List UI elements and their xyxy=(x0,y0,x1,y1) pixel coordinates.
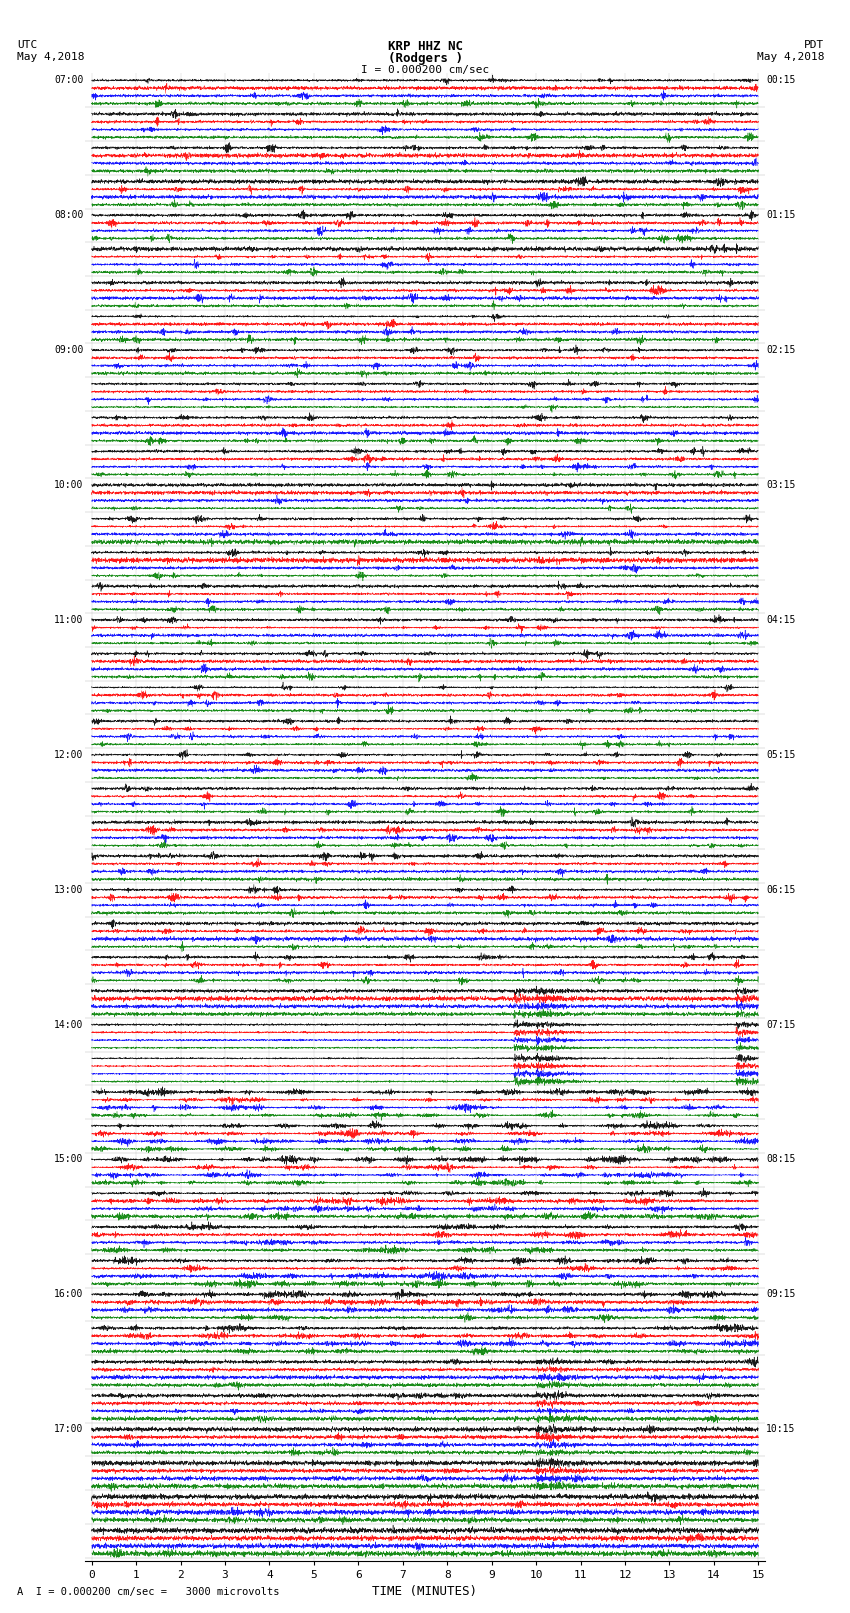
Text: 05:15: 05:15 xyxy=(767,750,796,760)
Text: 08:15: 08:15 xyxy=(767,1155,796,1165)
Text: 13:00: 13:00 xyxy=(54,884,83,895)
Text: 07:00: 07:00 xyxy=(54,76,83,85)
Text: 10:15: 10:15 xyxy=(767,1424,796,1434)
Text: 09:00: 09:00 xyxy=(54,345,83,355)
Text: 14:00: 14:00 xyxy=(54,1019,83,1029)
Text: (Rodgers ): (Rodgers ) xyxy=(388,52,462,65)
Text: 16:00: 16:00 xyxy=(54,1289,83,1300)
Text: 15:00: 15:00 xyxy=(54,1155,83,1165)
Text: 03:15: 03:15 xyxy=(767,481,796,490)
Text: 10:00: 10:00 xyxy=(54,481,83,490)
Text: 02:15: 02:15 xyxy=(767,345,796,355)
Text: 06:15: 06:15 xyxy=(767,884,796,895)
X-axis label: TIME (MINUTES): TIME (MINUTES) xyxy=(372,1584,478,1597)
Text: 01:15: 01:15 xyxy=(767,210,796,221)
Text: I = 0.000200 cm/sec: I = 0.000200 cm/sec xyxy=(361,65,489,74)
Text: 04:15: 04:15 xyxy=(767,615,796,624)
Text: PDT: PDT xyxy=(804,40,824,50)
Text: 12:00: 12:00 xyxy=(54,750,83,760)
Text: May 4,2018: May 4,2018 xyxy=(757,52,824,61)
Text: UTC: UTC xyxy=(17,40,37,50)
Text: A  I = 0.000200 cm/sec =   3000 microvolts: A I = 0.000200 cm/sec = 3000 microvolts xyxy=(17,1587,280,1597)
Text: 08:00: 08:00 xyxy=(54,210,83,221)
Text: 17:00: 17:00 xyxy=(54,1424,83,1434)
Text: 00:15: 00:15 xyxy=(767,76,796,85)
Text: KRP HHZ NC: KRP HHZ NC xyxy=(388,40,462,53)
Text: 11:00: 11:00 xyxy=(54,615,83,624)
Text: May 4,2018: May 4,2018 xyxy=(17,52,84,61)
Text: 07:15: 07:15 xyxy=(767,1019,796,1029)
Text: 09:15: 09:15 xyxy=(767,1289,796,1300)
